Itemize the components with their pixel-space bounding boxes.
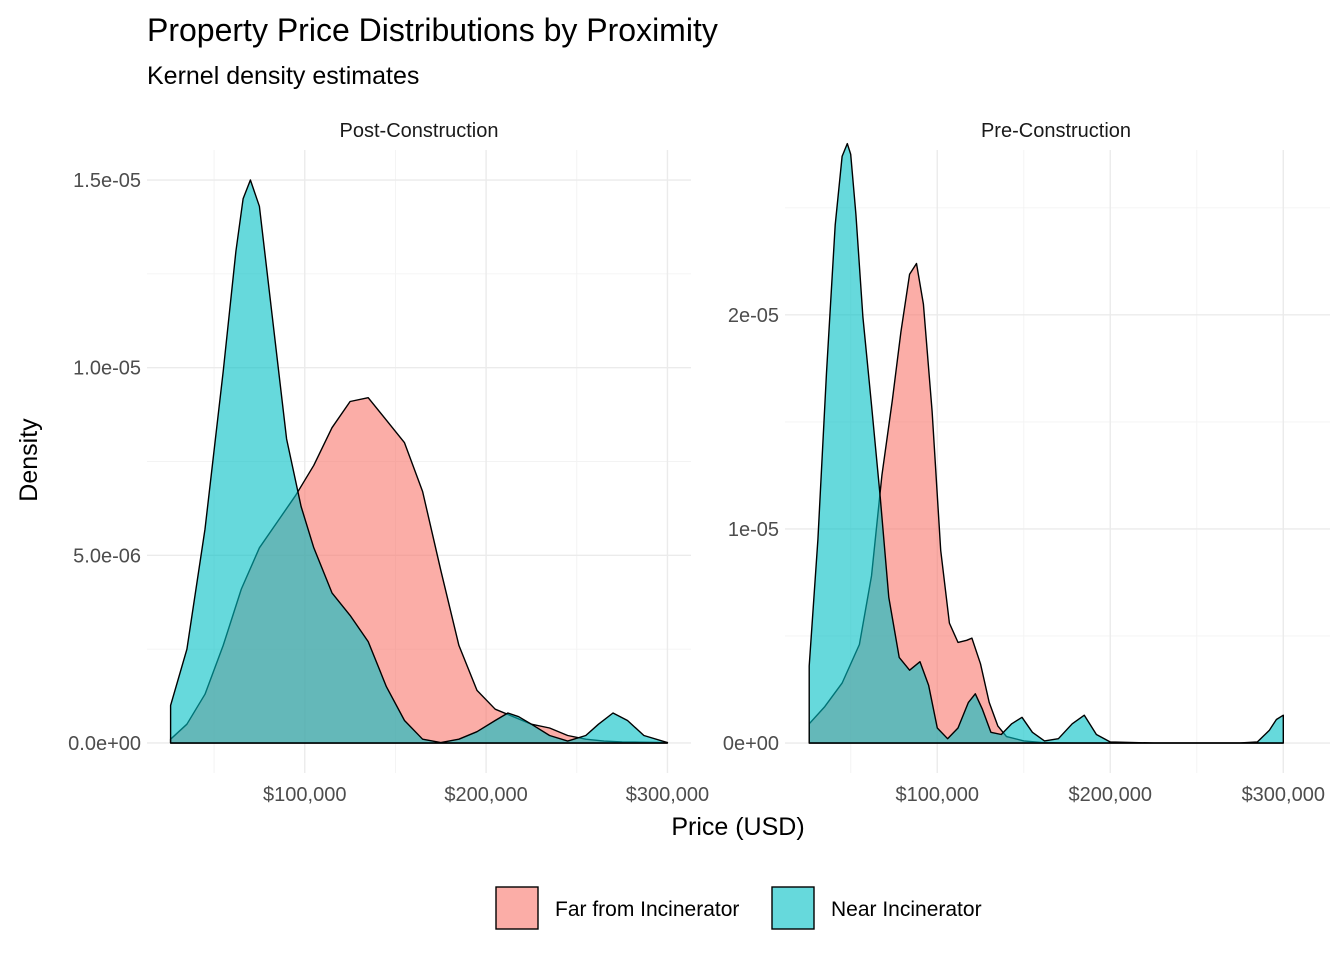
legend-label-far: Far from Incinerator [555,898,739,921]
legend-label-near: Near Incinerator [831,898,982,921]
y-tick-label: 2e-05 [728,305,779,327]
x-tick-label: $200,000 [1069,784,1152,806]
density-area-near-incinerator-post-construction [169,179,669,744]
panel-label-pre-construction: Pre-Construction [981,120,1131,142]
x-tick-label: $300,000 [626,784,709,806]
density-area-near-incinerator-pre-construction [808,142,1284,744]
y-tick-label: 5.0e-06 [73,545,141,567]
legend-key-near [771,886,815,930]
x-tick-label: $300,000 [1242,784,1325,806]
x-tick-label: $100,000 [263,784,346,806]
y-tick-label: 1e-05 [728,519,779,541]
chart-title: Property Price Distributions by Proximit… [147,12,718,48]
legend-key-far [495,886,539,930]
legend: Far from Incinerator Near Incinerator [495,886,982,930]
y-tick-label: 0.0e+00 [68,733,141,755]
y-tick-label: 1.5e-05 [73,170,141,192]
y-tick-label: 1.0e-05 [73,358,141,380]
panel-label-post-construction: Post-Construction [340,120,499,142]
x-axis-title: Price (USD) [671,813,804,841]
y-tick-label: 0e+00 [723,733,779,755]
x-tick-label: $100,000 [896,784,979,806]
panel-post-construction: $100,000 $200,000 $300,000 0.0e+00 5.0e-06 1.… [68,150,709,806]
chart-subtitle: Kernel density estimates [147,62,419,90]
y-axis-title: Density [15,418,43,502]
x-tick-label: $200,000 [444,784,527,806]
panel-pre-construction: $100,000 $200,000 $300,000 0e+00 1e-05 2e-05 [723,142,1330,806]
